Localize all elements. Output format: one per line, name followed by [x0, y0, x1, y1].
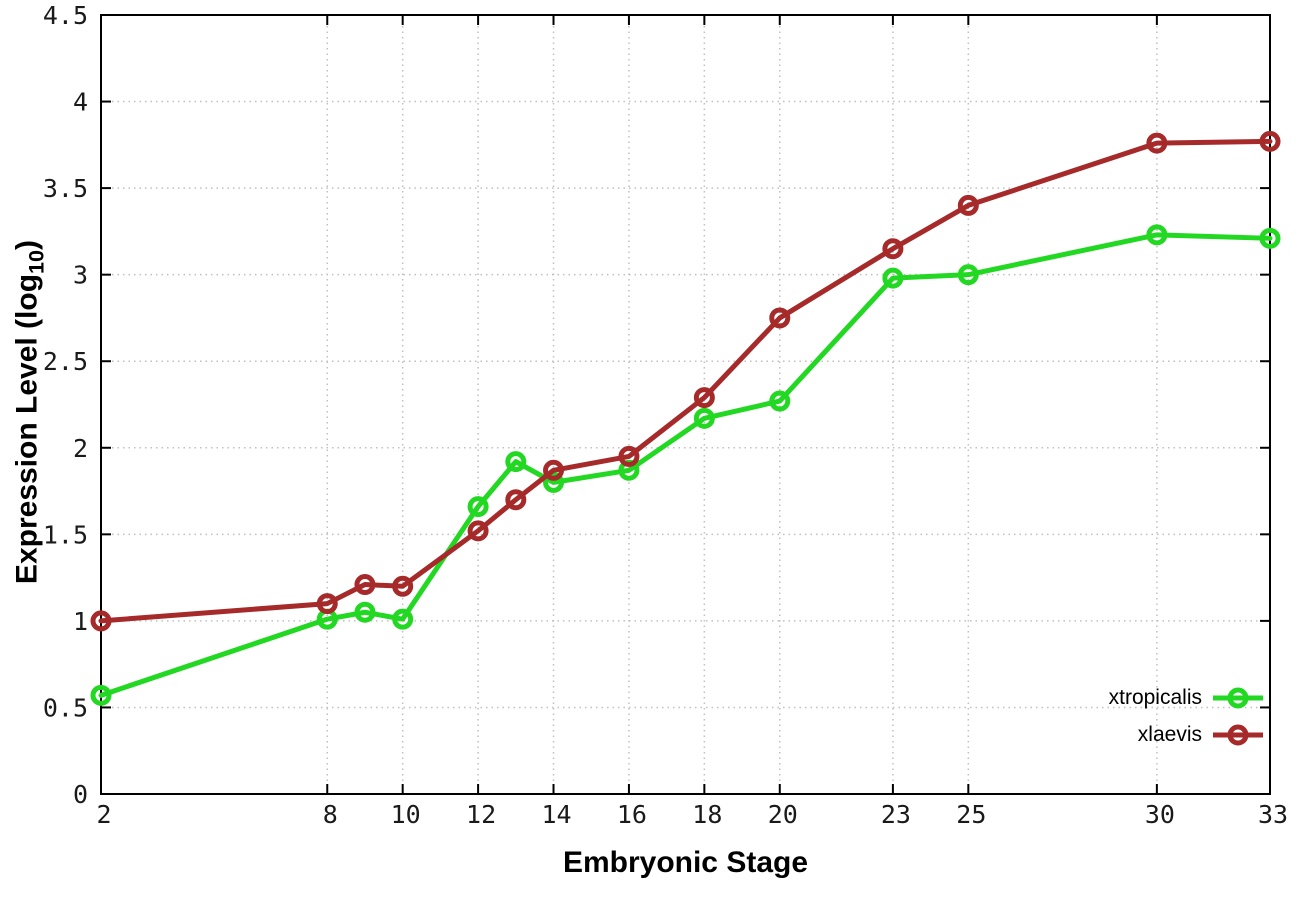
data-point-xlaevis	[316, 593, 338, 615]
y-tick-label: 0	[73, 780, 88, 809]
y-tick-label: 3.5	[43, 174, 88, 203]
x-tick-label: 10	[391, 800, 421, 829]
data-point-xlaevis	[769, 307, 791, 329]
data-point-xlaevis	[1259, 130, 1281, 152]
y-tick-label: 4	[73, 88, 88, 117]
data-point-xlaevis	[90, 610, 112, 632]
data-point-xtropicalis	[769, 390, 791, 412]
data-point-xlaevis	[618, 445, 640, 467]
x-tick-label: 12	[466, 800, 496, 829]
legend-item-xtropicalis: xtropicalis	[1109, 684, 1264, 712]
data-point-xlaevis	[882, 238, 904, 260]
y-tick-label: 3	[73, 261, 88, 290]
grid	[101, 15, 1270, 794]
x-tick-label: 18	[692, 800, 722, 829]
x-axis-label: Embryonic Stage	[562, 846, 809, 879]
y-tick-label: 1.5	[43, 520, 88, 549]
y-axis-label: Expression Level (log10)	[11, 240, 50, 584]
x-tick-label: 25	[956, 800, 986, 829]
x-tick-label: 30	[1145, 800, 1175, 829]
y-tick-label: 4.5	[43, 1, 88, 30]
x-tick-label: 16	[617, 800, 647, 829]
data-point-xtropicalis	[1259, 227, 1281, 249]
data-point-xtropicalis	[1146, 224, 1168, 246]
y-tick-label: 0.5	[43, 693, 88, 722]
y-axis-label-suffix: )	[10, 239, 44, 250]
legend-label-xtropicalis: xtropicalis	[1108, 686, 1202, 709]
series-line-xtropicalis	[98, 232, 1273, 698]
data-point-xtropicalis	[467, 496, 489, 518]
x-tick-label: 14	[541, 800, 571, 829]
y-tick-label: 2.5	[43, 347, 88, 376]
data-point-xtropicalis	[392, 608, 414, 630]
data-point-xlaevis	[543, 459, 565, 481]
data-point-xtropicalis	[354, 601, 376, 623]
y-tick-label: 2	[73, 434, 88, 463]
tick-marks	[100, 14, 1271, 795]
data-point-xtropicalis	[543, 471, 565, 493]
y-tick-label: 1	[73, 607, 88, 636]
x-tick-label: 2	[96, 800, 111, 829]
legend-sample-line-icon	[1213, 724, 1263, 746]
data-point-xlaevis	[957, 194, 979, 216]
data-point-xtropicalis	[693, 407, 715, 429]
legend-sample-line-icon	[1213, 687, 1263, 709]
legend-item-xlaevis: xlaevis	[1109, 721, 1264, 749]
data-point-xlaevis	[392, 575, 414, 597]
x-tick-label: 33	[1258, 800, 1288, 829]
plot-border	[100, 14, 1271, 795]
x-tick-label: 20	[768, 800, 798, 829]
data-point-xlaevis	[693, 387, 715, 409]
data-point-xtropicalis	[90, 684, 112, 706]
x-tick-label: 23	[881, 800, 911, 829]
x-tick-label: 8	[323, 800, 338, 829]
data-point-xlaevis	[505, 489, 527, 511]
series-xtropicalis	[90, 224, 1281, 706]
series-xlaevis	[90, 130, 1281, 632]
data-point-xlaevis	[1146, 132, 1168, 154]
data-point-xlaevis	[467, 520, 489, 542]
series-line-xlaevis	[98, 138, 1273, 624]
y-axis-label-text: Expression Level (log	[10, 273, 44, 585]
chart-legend: xtropicalis xlaevis	[1109, 684, 1264, 749]
tick-labels: 0 0.5 1 1.5 2 2.5 3 3.5 4 4.5 2 8 10 12 14 16 18 20 23 25 30…	[43, 1, 1288, 829]
data-point-xtropicalis	[505, 451, 527, 473]
y-axis-label-subscript: 10	[23, 249, 49, 274]
data-point-xtropicalis	[882, 267, 904, 289]
data-point-xtropicalis	[957, 264, 979, 286]
data-point-xlaevis	[354, 574, 376, 596]
legend-label-xlaevis: xlaevis	[1137, 723, 1202, 746]
